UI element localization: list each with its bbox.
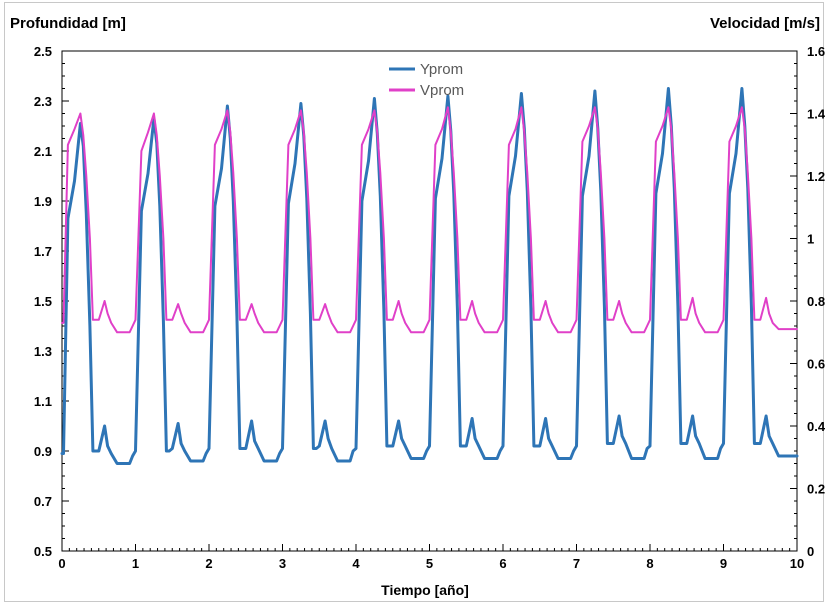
y-right-tick-label: 0.2 <box>807 482 825 497</box>
x-tick-label: 1 <box>132 556 139 571</box>
series-layer <box>60 87 799 465</box>
y-right-tick-label: 1 <box>807 232 814 247</box>
y-left-tick-label: 1.7 <box>34 244 52 259</box>
x-tick-label: 2 <box>205 556 212 571</box>
y-right-tick-label: 1.6 <box>807 44 825 59</box>
left-axis-title: Profundidad [m] <box>10 15 126 32</box>
x-tick-label: 9 <box>720 556 727 571</box>
y-left-tick-label: 1.1 <box>34 394 52 409</box>
y-left-tick-label: 1.3 <box>34 344 52 359</box>
y-left-tick-label: 1.9 <box>34 194 52 209</box>
y-right-tick-label: 0 <box>807 544 814 559</box>
right-axis-title: Velocidad [m/s] <box>710 15 820 32</box>
y-right-tick-label: 0.8 <box>807 294 825 309</box>
dual-axis-line-chart: Profundidad [m] Velocidad [m/s] Tiempo [… <box>10 15 825 598</box>
chart-frame: Profundidad [m] Velocidad [m/s] Tiempo [… <box>4 2 825 602</box>
y-left-tick-label: 2.1 <box>34 144 52 159</box>
x-tick-label: 5 <box>426 556 433 571</box>
y-left-tick-label: 2.5 <box>34 44 52 59</box>
x-tick-label: 3 <box>279 556 286 571</box>
y-right-tick-label: 1.2 <box>807 169 825 184</box>
x-tick-label: 10 <box>790 556 804 571</box>
y-left-tick-label: 0.5 <box>34 544 52 559</box>
legend-label-vprom: Vprom <box>420 82 464 99</box>
y-right-tick-label: 0.6 <box>807 357 825 372</box>
y-left-tick-label: 0.7 <box>34 494 52 509</box>
x-tick-label: 6 <box>499 556 506 571</box>
axes-layer: 0 1 2 3 4 5 6 7 8 9 100.50.70.91.11.31.51.71.92.12… <box>34 44 825 571</box>
y-right-tick-label: 0.4 <box>807 419 825 434</box>
legend-label-yprom: Yprom <box>420 61 463 78</box>
x-tick-label: 7 <box>573 556 580 571</box>
y-right-tick-label: 1.4 <box>807 107 825 122</box>
legend: Yprom Vprom <box>389 61 464 99</box>
y-left-tick-label: 0.9 <box>34 444 52 459</box>
x-tick-label: 4 <box>352 556 360 571</box>
series-line-vprom <box>61 106 798 334</box>
y-left-tick-label: 1.5 <box>34 294 52 309</box>
y-left-tick-label: 2.3 <box>34 94 52 109</box>
series-line-yprom <box>60 87 799 465</box>
x-tick-label: 0 <box>58 556 65 571</box>
x-axis-title: Tiempo [año] <box>381 582 469 598</box>
x-tick-label: 8 <box>646 556 653 571</box>
